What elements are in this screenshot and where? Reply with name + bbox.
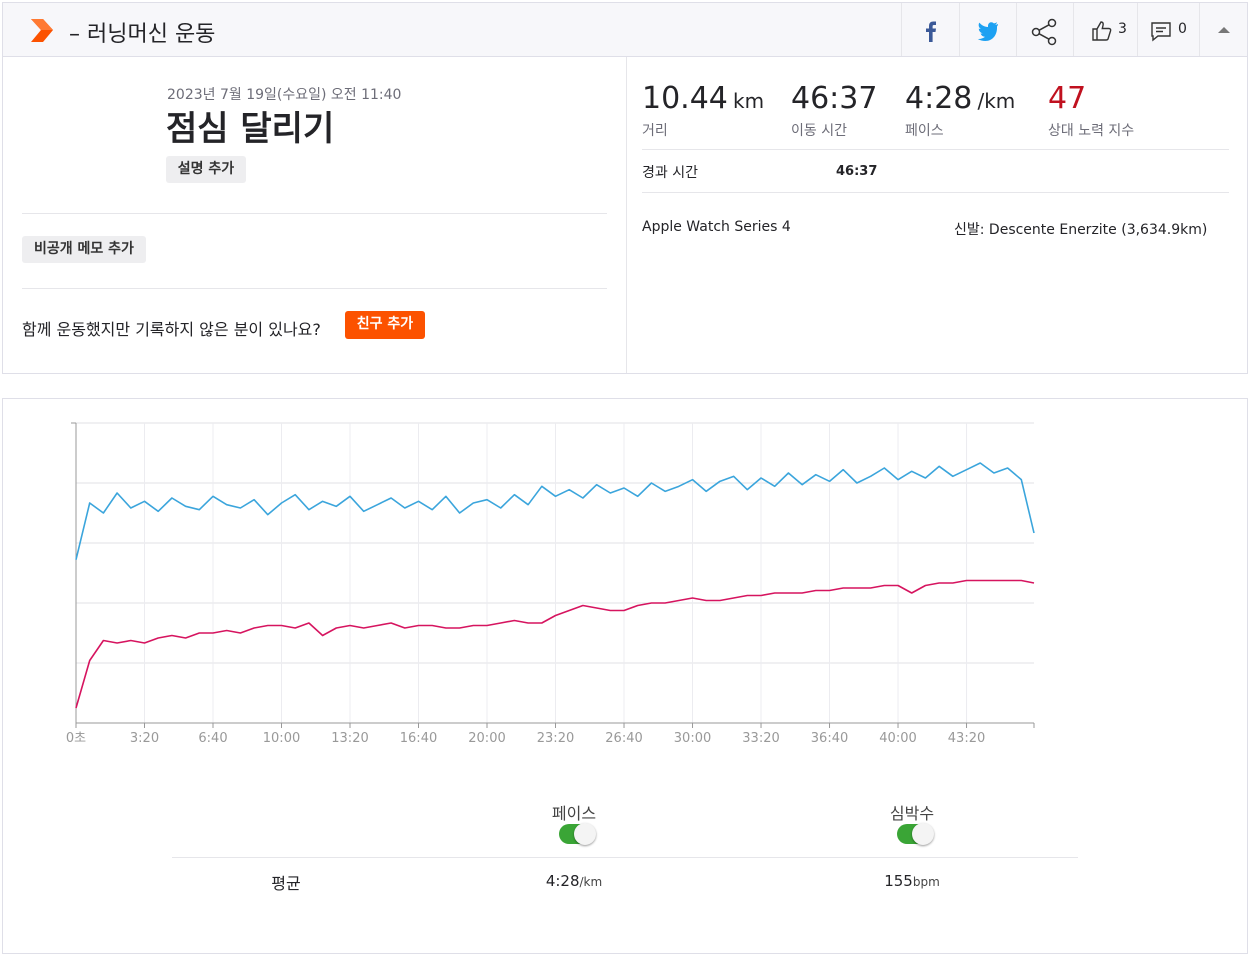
stat-label: 이동 시간	[791, 123, 847, 139]
private-note-button[interactable]: 비공개 메모 추가	[22, 236, 146, 263]
elapsed-label: 경과 시간	[642, 165, 698, 181]
stat-label: 상대 노력 지수	[1048, 123, 1135, 139]
facebook-button[interactable]	[921, 19, 941, 43]
share-button[interactable]	[1031, 18, 1059, 46]
x-tick-label: 33:20	[742, 731, 779, 746]
x-tick-label: 30:00	[674, 731, 711, 746]
legend-label: 페이스	[551, 804, 597, 823]
device: Apple Watch Series 4	[642, 219, 791, 235]
x-tick-label: 10:00	[263, 731, 300, 746]
stat-label: 페이스	[905, 123, 944, 139]
stat-value: 46:37	[791, 81, 878, 116]
average-unit: /km	[579, 875, 603, 889]
chart-panel	[2, 398, 1248, 954]
average-label: 평균	[271, 874, 301, 893]
stat-pace: 4:28 /km	[905, 81, 1015, 116]
elapsed-value: 46:37	[836, 164, 878, 179]
x-tick-label: 13:20	[331, 731, 368, 746]
comment-icon[interactable]	[1150, 21, 1172, 43]
activity-type: – 러닝머신 운동	[69, 22, 216, 47]
stat-value: 47	[1048, 81, 1087, 116]
like-icon[interactable]	[1091, 20, 1113, 42]
shoes: 신발: Descente Enerzite (3,634.9km)	[954, 222, 1208, 238]
collapse-button[interactable]	[1217, 25, 1231, 35]
add-friends-button[interactable]: 친구 추가	[345, 311, 425, 339]
like-count[interactable]: 3	[1118, 21, 1127, 37]
legend-toggle[interactable]	[559, 823, 596, 845]
stat-moving-time: 46:37	[791, 81, 877, 116]
average-unit: bpm	[912, 875, 940, 889]
twitter-button[interactable]	[976, 20, 1000, 42]
chart-legend: 페이스 심박수 평균 4:28/km 155bpm	[0, 800, 1250, 950]
x-tick-label: 6:40	[198, 731, 227, 746]
activity-name: 점심 달리기	[166, 109, 335, 149]
average-heart-rate: 155bpm	[842, 871, 982, 890]
stat-value: 4:28	[905, 81, 973, 116]
activity-panel: 2023년 7월 19일(수요일) 오전 11:40 점심 달리기 설명 추가 …	[2, 56, 1248, 374]
friends-question: 함께 운동했지만 기록하지 않은 분이 있나요?	[22, 320, 321, 339]
stat-unit: km	[732, 89, 765, 113]
x-tick-label: 43:20	[948, 731, 985, 746]
x-tick-label: 16:40	[400, 731, 437, 746]
x-tick-label: 3:20	[130, 731, 159, 746]
legend-toggle[interactable]	[897, 823, 934, 845]
activity-datetime: 2023년 7월 19일(수요일) 오전 11:40	[167, 87, 402, 103]
x-tick-label: 36:40	[811, 731, 848, 746]
header-bar: – 러닝머신 운동 3 0	[2, 2, 1248, 57]
x-tick-label: 40:00	[879, 731, 916, 746]
x-tick-label: 0초	[66, 731, 86, 746]
average-value: 155	[884, 872, 913, 890]
chart: 0초 3:20 6:40 10:00 13:20 16:40 20:00 23:20 26:40…	[66, 422, 1035, 746]
add-description-button[interactable]: 설명 추가	[166, 156, 246, 183]
legend-label: 심박수	[889, 804, 935, 823]
logo	[31, 19, 53, 42]
stat-distance: 10.44 km	[642, 81, 764, 116]
average-value: 4:28	[545, 872, 580, 890]
x-tick-label: 23:20	[537, 731, 574, 746]
x-tick-label: 20:00	[468, 731, 505, 746]
series-line	[75, 579, 1035, 709]
series-line	[75, 462, 1035, 560]
stat-label: 거리	[642, 123, 668, 139]
x-tick-label: 26:40	[605, 731, 642, 746]
stat-relative-effort: 47	[1048, 81, 1086, 116]
stat-unit: /km	[977, 89, 1016, 113]
average-pace: 4:28/km	[504, 871, 644, 890]
stat-value: 10.44	[642, 81, 728, 116]
comment-count[interactable]: 0	[1178, 21, 1187, 37]
